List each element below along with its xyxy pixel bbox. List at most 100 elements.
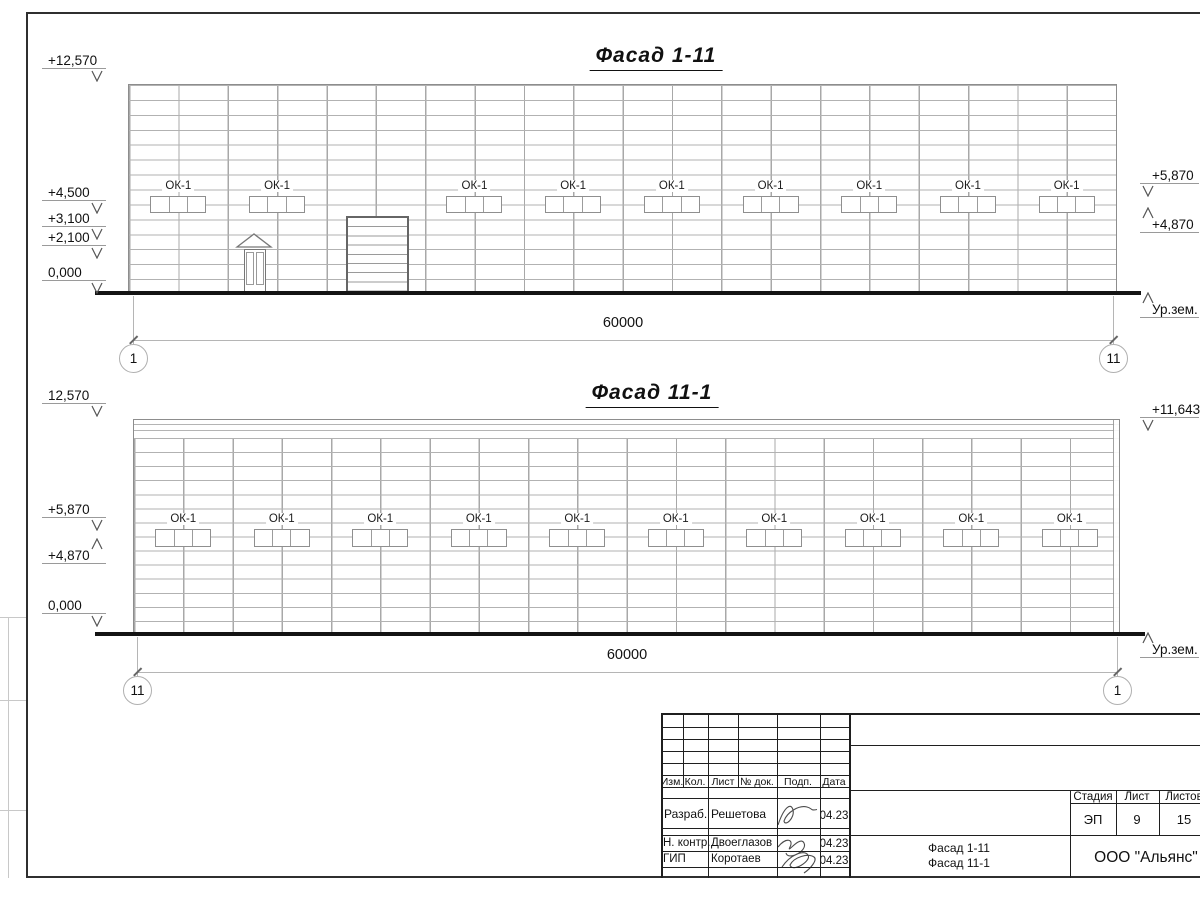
side-stamp-line [0, 700, 26, 701]
elevation-arrow-down-icon [1142, 185, 1154, 197]
window-ok1 [150, 196, 207, 213]
window-label: ОК-1 [1050, 180, 1083, 192]
elevation-arrow-down-icon [91, 282, 103, 294]
window-ok1 [155, 529, 212, 547]
window-ok1 [841, 196, 898, 213]
elevation-mark-label: +4,870 [48, 548, 90, 563]
window-ok1 [446, 196, 503, 213]
window-label: ОК-1 [261, 180, 293, 192]
elevation-mark-shelf [42, 562, 106, 564]
side-stamp-line [0, 617, 26, 618]
tb-sheet-value: 9 [1133, 812, 1141, 827]
tb-col-izm: Изм. [660, 776, 684, 788]
window-pane [583, 197, 600, 212]
facade1-title: Фасад 1-11 [589, 44, 723, 71]
window-label: ОК-1 [758, 513, 791, 525]
window-pane [861, 197, 879, 212]
window-pane [780, 197, 797, 212]
tb-role-gip: ГИП [663, 853, 686, 865]
window-label: ОК-1 [659, 513, 692, 525]
extension-line [1113, 296, 1114, 344]
frame-bottom [26, 876, 1200, 878]
window-pane [682, 197, 699, 212]
tb-sheets-value: 15 [1176, 812, 1192, 827]
facade1-building: ОК-1 ОК-1 ОК-1 ОК-1 ОК-1 ОК-1 ОК-1 ОК-1 ОК-1 [128, 84, 1117, 295]
window-pane [1079, 530, 1096, 546]
facade1-dimension-value: 60000 [598, 315, 648, 331]
window-pane [291, 530, 308, 546]
titleblock-rule [777, 713, 778, 878]
elevation-mark-shelf [42, 402, 106, 404]
tb-sheets-label: Листов [1165, 791, 1200, 803]
titleblock-rule [738, 713, 739, 787]
window-pane [193, 530, 210, 546]
window-pane [484, 197, 501, 212]
window-pane [685, 530, 702, 546]
titleblock-rule [661, 763, 849, 764]
window-label: ОК-1 [167, 513, 200, 525]
titleblock-rule [661, 739, 849, 740]
window-ok1 [742, 196, 799, 213]
window-pane [470, 530, 489, 546]
window-pane [663, 197, 682, 212]
elevation-arrow-down-icon [91, 519, 103, 531]
titleblock-rule [661, 835, 1200, 836]
window-label: ОК-1 [754, 180, 787, 192]
titleblock-rule [661, 798, 849, 799]
elevation-mark-shelf [1140, 231, 1199, 233]
tb-sheet-label: Лист [1124, 791, 1150, 803]
window-pane [959, 197, 978, 212]
window-pane [649, 530, 668, 546]
window-label: ОК-1 [561, 513, 594, 525]
window-pane [744, 197, 762, 212]
elevation-arrow-down-icon [91, 247, 103, 259]
tb-date-razrab: 04.23 [819, 810, 849, 822]
titleblock-rule [683, 713, 684, 787]
elevation-mark-label: +12,570 [48, 53, 98, 68]
elevation-mark-label: +11,643 [1152, 402, 1200, 417]
window-ok1 [1038, 196, 1095, 213]
window-label: ОК-1 [557, 180, 590, 192]
extension-line [137, 637, 138, 676]
window-pane [170, 197, 188, 212]
tb-col-ndok: № док. [740, 776, 774, 788]
window-pane [766, 530, 784, 546]
elevation-mark-label: 0,000 [48, 598, 82, 613]
tb-role-razrab: Разраб. [664, 807, 708, 821]
window-pane [1061, 530, 1080, 546]
elevation-arrow-up-icon [91, 538, 103, 550]
window-ok1 [643, 196, 700, 213]
window-pane [1043, 530, 1062, 546]
elevation-mark-label: +4,870 [1152, 217, 1194, 232]
window-pane [978, 197, 995, 212]
side-stamp-line [8, 617, 9, 878]
facade2-dimension-value: 60000 [602, 647, 652, 663]
extension-line [1117, 637, 1118, 676]
elevation-arrow-up-icon [1142, 632, 1154, 644]
window-pane [452, 530, 471, 546]
window-pane [879, 197, 896, 212]
elevation-arrow-down-icon [1142, 419, 1154, 431]
window-pane [287, 197, 304, 212]
tb-col-podp: Подп. [784, 776, 812, 788]
window-pane [447, 197, 466, 212]
tb-doc-title-line1: Фасад 1-11 [928, 841, 990, 855]
titleblock-rule [1116, 790, 1117, 835]
window-label: ОК-1 [162, 180, 195, 192]
titleblock-rule [849, 713, 851, 878]
elevation-mark-shelf [1140, 182, 1199, 184]
elevation-mark-label: +4,500 [48, 185, 90, 200]
elevation-mark-label: +3,100 [48, 211, 90, 226]
titleblock-rule [661, 787, 849, 788]
entrance-door [244, 249, 266, 294]
window-pane [1040, 197, 1058, 212]
window-pane [255, 530, 274, 546]
elevation-mark-shelf [42, 244, 106, 246]
door-leaf [256, 251, 264, 285]
facade2-building: ОК-1 ОК-1 ОК-1 ОК-1 ОК-1 ОК-1 ОК-1 ОК-1 ОК-1 ОК-1 [133, 419, 1120, 636]
window-label: ОК-1 [458, 180, 491, 192]
window-ok1 [253, 529, 310, 547]
window-pane [564, 197, 583, 212]
elevation-arrow-down-icon [91, 202, 103, 214]
